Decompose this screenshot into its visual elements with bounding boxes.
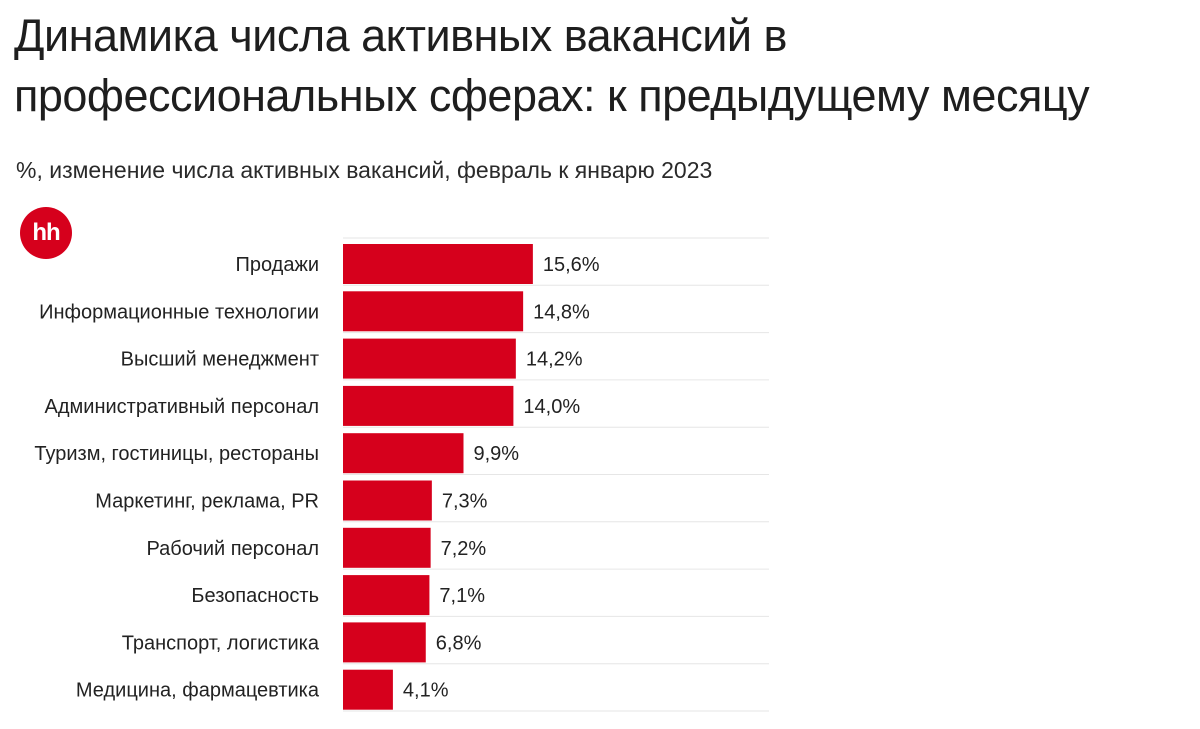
category-label: Продажи [235, 254, 319, 276]
bar [343, 338, 516, 379]
value-label: 14,0% [523, 396, 580, 418]
value-label: 6,8% [436, 632, 482, 654]
category-label: Транспорт, логистика [122, 632, 320, 654]
bar [343, 669, 393, 710]
category-label: Безопасность [191, 585, 319, 607]
bar [343, 527, 431, 568]
bar [343, 575, 430, 616]
chart-subtitle: %, изменение числа активных вакансий, фе… [16, 157, 713, 183]
bar [343, 433, 464, 474]
value-label: 7,2% [441, 538, 487, 560]
value-label: 7,3% [442, 491, 488, 513]
value-label: 4,1% [403, 680, 449, 702]
category-label: Рабочий персонал [146, 538, 319, 560]
value-label: 15,6% [543, 254, 600, 276]
value-label: 14,8% [533, 301, 590, 323]
hh-logo-text: hh [32, 219, 60, 246]
value-label: 14,2% [526, 349, 583, 371]
bar [343, 622, 426, 663]
bar [343, 291, 524, 332]
category-label: Туризм, гостиницы, рестораны [34, 443, 319, 465]
category-label: Административный персонал [45, 396, 319, 418]
value-label: 7,1% [439, 585, 485, 607]
chart-title: Динамика числа активных вакансий в профе… [14, 10, 1090, 121]
category-label: Маркетинг, реклама, PR [95, 491, 319, 513]
category-label: Медицина, фармацевтика [76, 680, 320, 702]
category-label: Высший менеджмент [121, 349, 319, 371]
bar [343, 385, 514, 426]
bar [343, 244, 533, 284]
hh-logo: hh [20, 207, 72, 259]
value-label: 9,9% [473, 443, 519, 465]
category-label: Информационные технологии [39, 301, 319, 323]
bar [343, 480, 432, 521]
